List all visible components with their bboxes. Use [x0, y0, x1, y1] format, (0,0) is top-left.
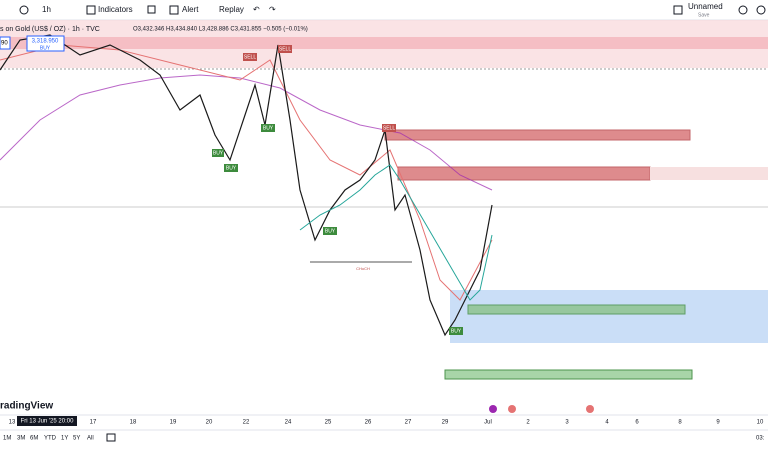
x-label: 4: [605, 420, 609, 426]
annotation: CHoCH: [356, 266, 370, 271]
x-label: 25: [325, 420, 332, 426]
date-range[interactable]: [106, 433, 116, 442]
range-button[interactable]: All: [87, 436, 94, 442]
save[interactable]: Save: [698, 12, 710, 18]
signal: SELL: [244, 54, 256, 60]
signal: BUY: [325, 228, 336, 234]
supply-zone: [397, 166, 651, 181]
sell-tag: [382, 124, 396, 132]
x-label: 17: [90, 420, 97, 426]
symbol: s on Gold (US$ / OZ) · 1h · TVC: [0, 26, 100, 33]
signal: BUY: [451, 328, 462, 334]
x-label: 9: [716, 420, 720, 426]
alert[interactable]: Alert: [182, 5, 199, 14]
settings[interactable]: [756, 5, 766, 15]
sell-tag: [243, 53, 257, 61]
buy-tag: [449, 327, 463, 335]
buy-box[interactable]: [26, 35, 65, 52]
ohlc: O3,432.346 H3,434.840 L3,428.886 C3,431.…: [133, 27, 308, 33]
x-label: 24: [285, 420, 292, 426]
x-label: 13: [9, 420, 16, 426]
x-label: 26: [365, 420, 372, 426]
brand: radingView: [0, 401, 53, 412]
support-trail: [299, 164, 493, 301]
x-label: 29: [442, 420, 449, 426]
range-button[interactable]: 6M: [30, 436, 38, 442]
templates[interactable]: [147, 5, 156, 14]
x-label: 6: [635, 420, 639, 426]
search[interactable]: [738, 5, 748, 15]
buy-price: 3,318.950: [32, 39, 59, 45]
signal: BUY: [263, 125, 274, 131]
buy-label: BUY: [40, 45, 51, 51]
x-label: 22: [243, 420, 250, 426]
x-label: 20: [206, 420, 213, 426]
x-label: 19: [170, 420, 177, 426]
event-icon: [586, 405, 594, 413]
buy-tag: [212, 149, 224, 157]
x-label: 18: [130, 420, 137, 426]
interval[interactable]: 1h: [42, 5, 51, 14]
x-label: 8: [678, 420, 682, 426]
buy-tag: [323, 227, 337, 235]
price-left: 90: [1, 41, 8, 47]
redo[interactable]: ↷: [269, 5, 276, 14]
crosshair-label: Fri 13 Jun '25 20:00: [21, 419, 75, 425]
demand-band: [450, 290, 768, 343]
range-button[interactable]: YTD: [44, 436, 57, 442]
layout-icon: [673, 5, 683, 15]
undo[interactable]: ↶: [253, 5, 260, 14]
indicators-icon: [86, 5, 96, 15]
range-button[interactable]: 1Y: [61, 436, 68, 442]
buy-tag: [224, 164, 238, 172]
x-label: 10: [757, 420, 764, 426]
supply-core: [0, 37, 768, 49]
sell-tag: [278, 45, 292, 53]
buy-tag: [261, 124, 275, 132]
alert-icon: [169, 5, 179, 15]
signal: SELL: [383, 125, 395, 131]
event-icon: [489, 405, 497, 413]
signal: SELL: [279, 46, 291, 52]
range-button[interactable]: 3M: [17, 436, 25, 442]
replay[interactable]: Replay: [219, 5, 244, 14]
x-label: 3: [565, 420, 569, 426]
clock: 03:: [756, 436, 765, 442]
signal: BUY: [226, 165, 237, 171]
range-button[interactable]: 1M: [3, 436, 11, 442]
x-label: 27: [405, 420, 412, 426]
add-symbol[interactable]: [19, 5, 29, 15]
toolbar: [0, 0, 768, 20]
range-button[interactable]: 5Y: [73, 436, 80, 442]
demand-zone: [467, 304, 686, 315]
demand-zone: [444, 369, 693, 380]
indicators[interactable]: Indicators: [98, 5, 133, 14]
layout-name[interactable]: Unnamed: [688, 2, 723, 11]
crosshair-box: [17, 416, 77, 426]
signal: BUY: [213, 150, 224, 156]
x-label: Jul: [484, 420, 492, 426]
trail: [0, 44, 493, 301]
moving-average: [0, 74, 493, 191]
price: [0, 34, 493, 337]
x-label: 2: [526, 420, 530, 426]
sell-box[interactable]: [0, 36, 11, 50]
supply-zone: [384, 129, 691, 141]
event-icon: [508, 405, 516, 413]
supply-zone-ext: [650, 167, 768, 180]
